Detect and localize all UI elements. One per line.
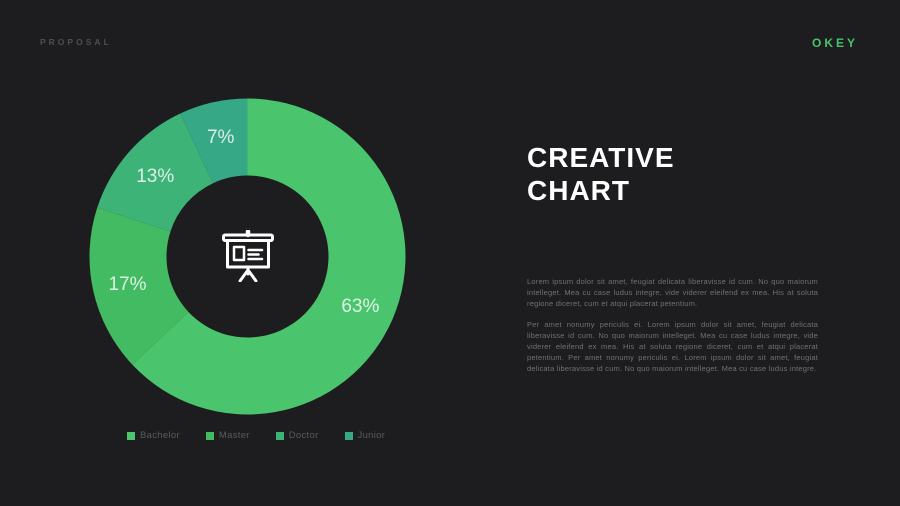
legend-label: Doctor <box>288 430 319 441</box>
legend-item-bachelor: Bachelor <box>127 430 180 441</box>
legend-label: Junior <box>357 430 386 441</box>
presentation-board-icon <box>221 228 274 282</box>
donut-chart: 63% 17% 13% 7% <box>89 98 406 415</box>
brand-logo: OKEY <box>811 36 858 50</box>
slice-label-master: 17% <box>108 274 146 295</box>
legend-item-junior: Junior <box>344 430 386 441</box>
legend-swatch <box>344 431 353 440</box>
legend-label: Bachelor <box>140 430 180 441</box>
pie-slice-master <box>89 207 189 365</box>
slice-label-bachelor: 63% <box>341 296 379 317</box>
pie-slice-doctor <box>97 113 214 232</box>
body-copy: Lorem ipsum dolor sit amet, feugiat deli… <box>527 276 818 384</box>
page-title: CREATIVE CHART <box>527 141 675 207</box>
legend-item-doctor: Doctor <box>275 430 319 441</box>
title-line2: CHART <box>527 175 630 206</box>
pie-slice-junior <box>180 98 248 184</box>
slice-label-doctor: 13% <box>136 166 174 187</box>
paragraph-1: Lorem ipsum dolor sit amet, feugiat deli… <box>527 277 818 308</box>
proposal-label: PROPOSAL <box>40 37 112 47</box>
slice-label-junior: 7% <box>207 127 235 148</box>
chart-legend: Bachelor Master Doctor Junior <box>127 430 385 441</box>
donut-chart-svg: 63% 17% 13% 7% <box>89 98 406 415</box>
legend-label: Master <box>218 430 250 441</box>
legend-swatch <box>127 431 135 440</box>
legend-swatch <box>205 431 214 440</box>
title-line1: CREATIVE <box>527 142 675 173</box>
pie-slice-bachelor <box>132 98 406 415</box>
legend-item-master: Master <box>205 430 250 441</box>
legend-swatch <box>275 431 284 440</box>
paragraph-2: Per amet nonumy periculis ei. Lorem ipsu… <box>527 320 818 373</box>
